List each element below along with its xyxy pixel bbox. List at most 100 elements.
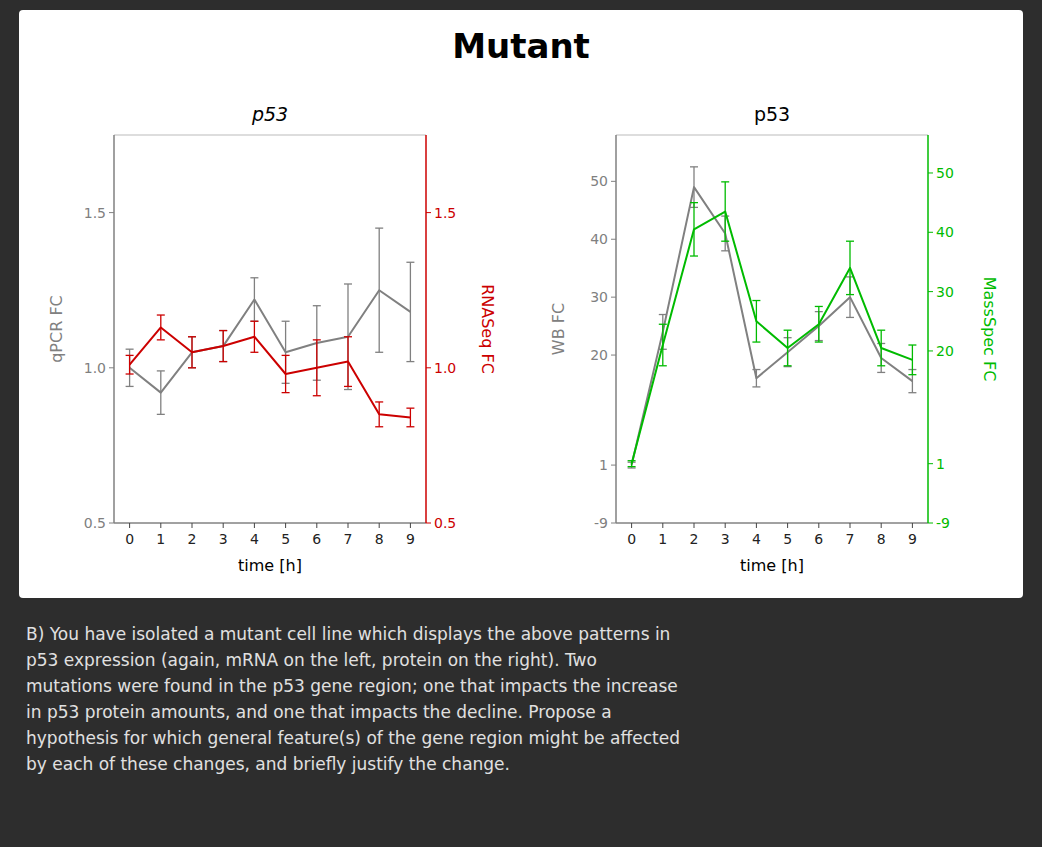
error-bar-cap <box>752 369 760 370</box>
error-bar-stem <box>379 402 380 427</box>
error-bar <box>250 278 258 321</box>
error-bar-cap <box>344 389 352 390</box>
error-bar-cap <box>344 336 352 337</box>
y2-tick <box>928 172 933 173</box>
error-bar <box>784 330 792 366</box>
error-bar-cap <box>157 370 165 371</box>
y2-axis-label: MassSpec FC <box>980 277 999 382</box>
error-bar-cap <box>250 277 258 278</box>
error-bar-cap <box>908 392 916 393</box>
x-tick <box>912 523 913 528</box>
error-bar-cap <box>188 336 196 337</box>
error-bar-cap <box>877 330 885 331</box>
series <box>628 167 917 468</box>
x-tick <box>725 523 726 528</box>
error-bar <box>690 203 698 256</box>
figure: Mutant01234567890.51.01.50.51.01.5p53tim… <box>0 0 1042 847</box>
x-tick <box>192 523 193 528</box>
y2-tick-label: -9 <box>936 515 950 531</box>
error-bar-cap <box>157 314 165 315</box>
error-bar-stem <box>818 306 819 342</box>
error-bar-cap <box>690 255 698 256</box>
chart: 0123456789-9120304050-9120304050p53time … <box>549 103 999 575</box>
x-tick-label: 6 <box>312 531 321 547</box>
error-bar <box>690 167 698 208</box>
chart: 01234567890.51.01.50.51.01.5p53time [h]q… <box>47 103 497 575</box>
error-bar-stem <box>693 203 694 256</box>
series <box>628 182 917 467</box>
error-bar-cap <box>219 361 227 362</box>
x-tick <box>316 523 317 528</box>
error-bar-cap <box>752 386 760 387</box>
error-bar <box>219 331 227 362</box>
error-bar-cap <box>659 314 667 315</box>
series <box>126 315 415 427</box>
x-tick <box>160 523 161 528</box>
y-tick-label: 1.0 <box>84 360 106 376</box>
x-tick <box>348 523 349 528</box>
y-tick <box>611 297 616 298</box>
x-tick-label: 2 <box>690 531 699 547</box>
x-tick-label: 4 <box>752 531 761 547</box>
subtitle: p53 <box>251 103 288 125</box>
error-bar-cap <box>250 352 258 353</box>
error-bar-cap <box>313 339 321 340</box>
error-bar-stem <box>849 241 850 294</box>
error-bar-stem <box>160 371 161 414</box>
error-bar <box>250 321 258 352</box>
x-tick-label: 8 <box>877 531 886 547</box>
error-bar <box>406 408 414 427</box>
error-bar-stem <box>631 461 632 467</box>
error-bar <box>157 315 165 340</box>
error-bar-cap <box>188 367 196 368</box>
y-tick-label: 50 <box>590 173 608 189</box>
line <box>632 212 913 464</box>
y2-axis-line <box>927 135 929 523</box>
x-tick-label: 6 <box>814 531 823 547</box>
error-bar-stem <box>254 278 255 321</box>
annotation-line: in p53 protein amounts, and one that imp… <box>26 702 612 722</box>
y-axis-label: WB FC <box>549 303 568 355</box>
line <box>632 187 913 465</box>
error-bar-cap <box>375 426 383 427</box>
error-bar-cap <box>219 330 227 331</box>
y-axis-label: qPCR FC <box>47 295 66 363</box>
y2-tick-label: 0.5 <box>434 515 456 531</box>
error-bar <box>752 370 760 387</box>
error-bar <box>815 306 823 342</box>
error-bar-cap <box>815 341 823 342</box>
plot-area <box>628 167 917 468</box>
y-tick <box>611 523 616 524</box>
error-bar-cap <box>406 426 414 427</box>
x-tick <box>850 523 851 528</box>
error-bar-cap <box>659 324 667 325</box>
error-bar-cap <box>721 250 729 251</box>
error-bar <box>375 402 383 427</box>
error-bar-stem <box>347 337 348 387</box>
error-bar <box>908 345 916 375</box>
error-bar <box>344 337 352 387</box>
x-tick <box>694 523 695 528</box>
error-bar-cap <box>219 361 227 362</box>
error-bar-cap <box>126 349 134 350</box>
frame-top <box>114 135 426 136</box>
error-bar-stem <box>316 340 317 396</box>
y-tick-label: 1.5 <box>84 205 106 221</box>
error-bar-stem <box>379 228 380 352</box>
error-bar-stem <box>756 370 757 387</box>
x-tick-label: 7 <box>344 531 353 547</box>
y2-axis-line <box>425 135 427 523</box>
x-tick-label: 4 <box>250 531 259 547</box>
error-bar-cap <box>344 283 352 284</box>
y2-tick-label: 1 <box>936 456 945 472</box>
error-bar-cap <box>628 460 636 461</box>
y2-axis-label: RNASeq FC <box>478 284 497 374</box>
y-tick <box>109 523 114 524</box>
error-bar-cap <box>877 365 885 366</box>
error-bar-stem <box>881 330 882 366</box>
x-tick <box>129 523 130 528</box>
x-axis-label: time [h] <box>740 556 804 575</box>
error-bar-stem <box>191 337 192 368</box>
x-tick-label: 8 <box>375 531 384 547</box>
x-tick-label: 3 <box>721 531 730 547</box>
